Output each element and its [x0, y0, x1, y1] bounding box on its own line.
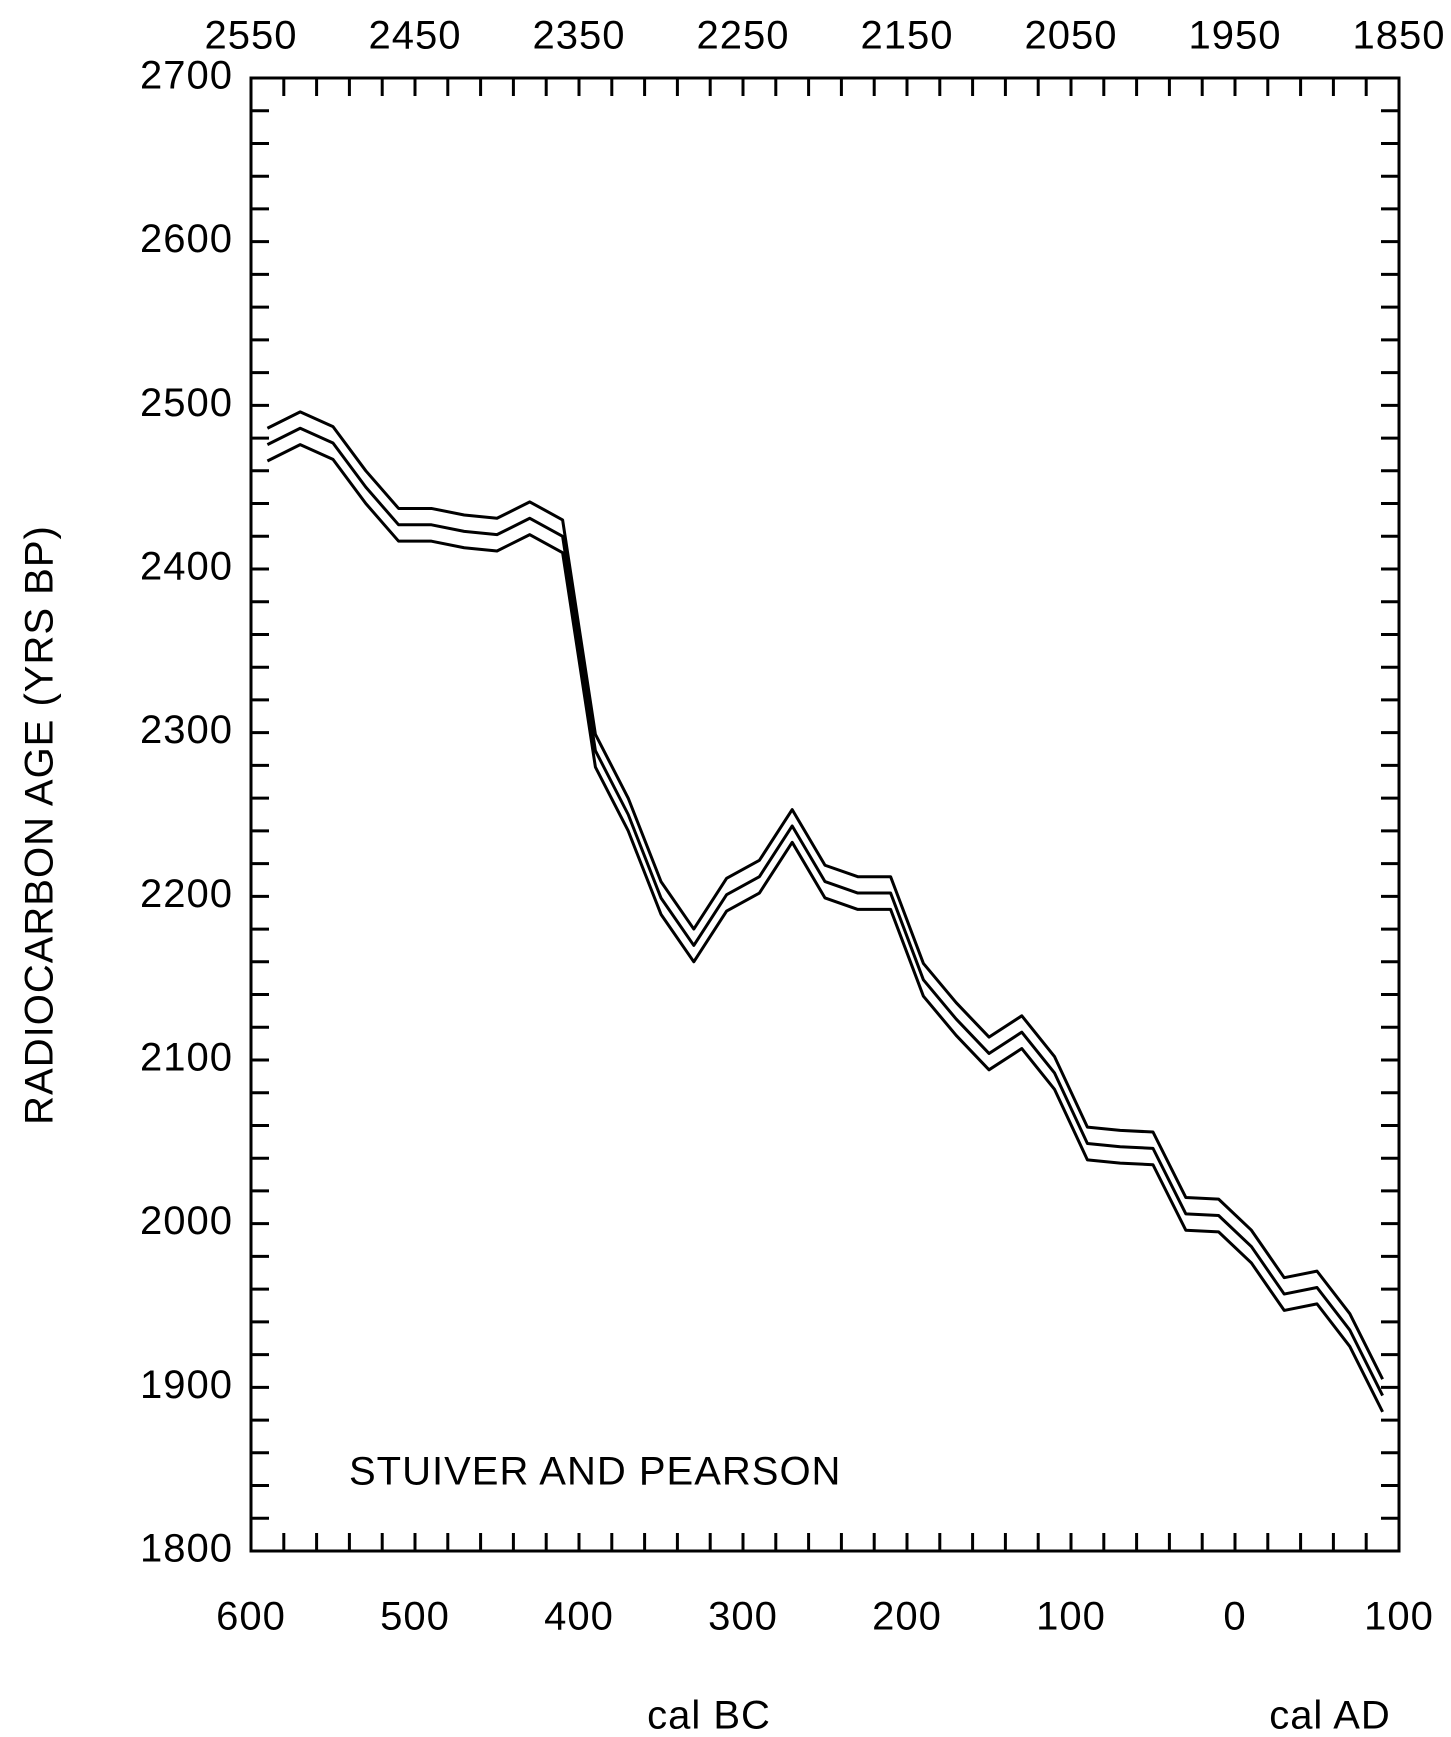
- y-tick-label: 1800: [140, 1527, 233, 1571]
- x-tick-label: 100: [1364, 1595, 1434, 1639]
- x-tick-label: 400: [544, 1595, 614, 1639]
- x2-tick-label: 1950: [1189, 14, 1282, 58]
- x2-tick-label: 2050: [1025, 14, 1118, 58]
- x2-tick-label: 2350: [533, 14, 626, 58]
- x2-tick-label: 2550: [205, 14, 298, 58]
- y-tick-label: 2100: [140, 1036, 233, 1080]
- x2-tick-label: 2250: [697, 14, 790, 58]
- y-tick-label: 2600: [140, 217, 233, 261]
- x-axis-label-ad: cal AD: [1269, 1694, 1391, 1737]
- x2-tick-label: 1850: [1353, 14, 1446, 58]
- curve: [266, 426, 1384, 1397]
- x-tick-label: 600: [216, 1595, 286, 1639]
- y-tick-label: 2200: [140, 872, 233, 916]
- annotation: STUIVER AND PEARSON: [349, 1450, 841, 1494]
- y-tick-label: 2400: [140, 545, 233, 589]
- curve: [266, 443, 1384, 1413]
- x2-tick-label: 2450: [369, 14, 462, 58]
- x-tick-label: 500: [380, 1595, 450, 1639]
- y-tick-label: 2300: [140, 708, 233, 752]
- y-tick-label: 1900: [140, 1363, 233, 1407]
- y-tick-label: 2000: [140, 1199, 233, 1243]
- x-axis-label-bc: cal BC: [647, 1694, 771, 1737]
- y-tick-label: 2700: [140, 54, 233, 98]
- curve: [266, 410, 1384, 1380]
- y-axis-label: RADIOCARBON AGE (YRS BP): [18, 525, 62, 1125]
- x2-tick-label: 2150: [861, 14, 954, 58]
- x-tick-label: 100: [1036, 1595, 1106, 1639]
- x-tick-label: 300: [708, 1595, 778, 1639]
- x-tick-label: 0: [1223, 1595, 1246, 1639]
- x-tick-label: 200: [872, 1595, 942, 1639]
- plot-frame: [249, 76, 1401, 1553]
- y-tick-label: 2500: [140, 381, 233, 425]
